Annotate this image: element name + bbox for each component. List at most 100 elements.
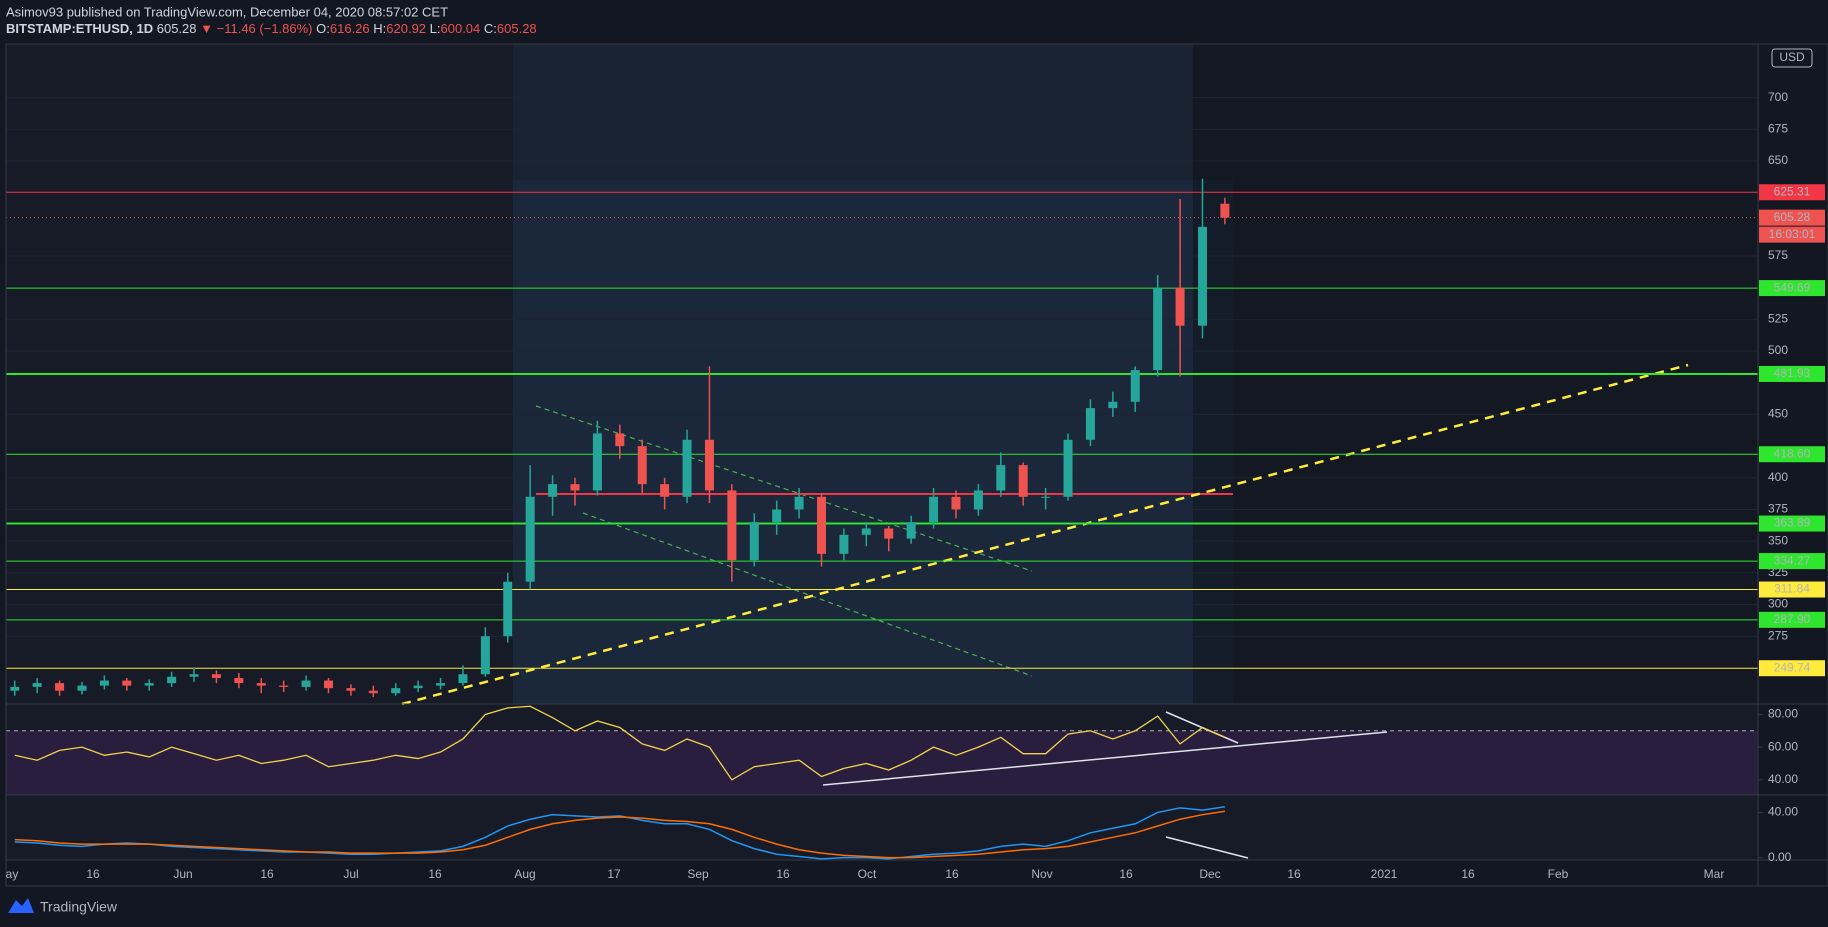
x-tick-label: Oct (858, 867, 877, 881)
ohlc-value: 600.04 (441, 21, 481, 36)
rsi-tick-label: 40.00 (1768, 772, 1798, 786)
candle-body (1220, 203, 1230, 218)
candle-body (1197, 226, 1207, 326)
candle-body (323, 680, 333, 689)
level-label-bg (1759, 581, 1825, 598)
y-tick-label: 700 (1768, 90, 1788, 104)
brand: TradingView (40, 899, 118, 915)
candle-body (794, 496, 804, 510)
macd-divergence-line (1165, 836, 1249, 859)
x-tick-label: Jun (173, 867, 192, 881)
x-tick-label: 16 (86, 867, 100, 881)
candle-body (413, 685, 423, 689)
candle-body (682, 439, 692, 497)
candle-body (144, 683, 154, 686)
x-tick-label: 16 (260, 867, 274, 881)
publisher: Asimov93 published on TradingView.com, D… (6, 4, 448, 19)
x-tick-label: Nov (1031, 867, 1052, 881)
channel-line (582, 512, 1033, 677)
countdown-bg (1759, 226, 1825, 243)
y-tick-label: 675 (1768, 121, 1788, 135)
y-tick-label: 575 (1768, 248, 1788, 262)
drawings (6, 191, 1758, 859)
macd-line (14, 806, 1226, 860)
candle-body (234, 678, 244, 684)
footer-logo (8, 898, 34, 913)
currency-box (1771, 48, 1813, 68)
y-tick-label: 650 (1768, 153, 1788, 167)
level-label-bg (1759, 611, 1825, 628)
ohlc-label: H: (373, 21, 386, 36)
candle-body (570, 484, 580, 491)
x-tick-label: 16 (1287, 867, 1301, 881)
y-tick-label: 300 (1768, 597, 1788, 611)
candle-body (906, 522, 916, 539)
candle-body (929, 496, 939, 523)
candle-body (346, 688, 356, 691)
level-label: 249.74 (1774, 660, 1811, 674)
candle-body (77, 685, 87, 691)
level-label-bg (1759, 280, 1825, 297)
candle-body (391, 688, 401, 694)
candle-body (279, 685, 289, 687)
x-tick-label: ay (6, 867, 19, 881)
x-tick-label: 16 (428, 867, 442, 881)
rsi-tick-label: 60.00 (1768, 739, 1798, 753)
candle-body (1041, 496, 1051, 498)
candle-body (436, 683, 446, 686)
candle-body (884, 528, 894, 539)
x-tick-label: Sep (687, 867, 709, 881)
ohlc-value: 620.92 (386, 21, 426, 36)
x-tick-label: 2021 (1371, 867, 1398, 881)
level-label: 549.69 (1774, 280, 1811, 294)
candle-body (256, 683, 266, 686)
candle-body (660, 484, 670, 497)
level-label: 287.90 (1774, 612, 1811, 626)
x-tick-label: Mar (1704, 867, 1725, 881)
ohlc-label: L: (430, 21, 441, 36)
ohlc-label: O: (316, 21, 330, 36)
candle-body (1085, 408, 1095, 440)
macd-tick-label: 0.00 (1768, 850, 1792, 864)
level-label-bg (1759, 515, 1825, 532)
rsi-tick-label: 80.00 (1768, 707, 1798, 721)
level-label: 334.27 (1774, 553, 1811, 567)
candle-body (55, 683, 65, 691)
x-tick-label: Aug (514, 867, 535, 881)
level-label-bg (1759, 553, 1825, 570)
ohlc-value: 616.26 (330, 21, 370, 36)
candle-body (122, 680, 132, 686)
candle-body (99, 680, 109, 686)
level-label: 363.89 (1774, 516, 1811, 530)
candle-body (1063, 439, 1073, 497)
candle-body (592, 433, 602, 491)
ohlc-label: C: (484, 21, 497, 36)
candle-body (839, 534, 849, 554)
currency: USD (1779, 50, 1805, 64)
candle-body (749, 522, 759, 561)
y-tick-label: 500 (1768, 343, 1788, 357)
candle-body (189, 674, 199, 677)
logo-icon (8, 898, 34, 913)
x-tick-label: 16 (1461, 867, 1475, 881)
level-label: 625.31 (1774, 184, 1811, 198)
x-tick-label: 16 (1119, 867, 1133, 881)
candle-body (1108, 401, 1118, 409)
y-tick-label: 350 (1768, 533, 1788, 547)
candle-body (1130, 370, 1140, 402)
candle-body (772, 509, 782, 523)
candle-body (480, 636, 490, 675)
macd-tick-label: 40.00 (1768, 805, 1798, 819)
candle-body (368, 690, 378, 694)
frame (5, 43, 1828, 887)
level-label: 311.84 (1774, 582, 1810, 596)
macd-line (14, 810, 1226, 859)
candle-body (1153, 287, 1163, 371)
candle-body (525, 496, 535, 582)
candle-body (458, 674, 468, 684)
x-tick-label: 16 (776, 867, 790, 881)
ohlc-value: 605.28 (497, 21, 537, 36)
candle-body (211, 674, 221, 679)
